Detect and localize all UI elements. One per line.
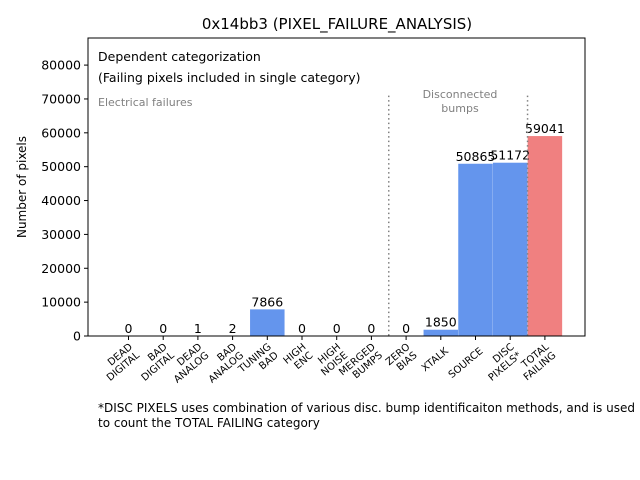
bar-9	[423, 329, 459, 336]
bar-value-label-5: 0	[298, 321, 306, 336]
y-tick-label-6: 60000	[41, 125, 81, 140]
bar-value-label-8: 0	[402, 321, 410, 336]
bar-value-label-0: 0	[125, 321, 133, 336]
y-tick-label-3: 30000	[41, 227, 81, 242]
x-tick-label-0: DEADDIGITAL	[98, 341, 142, 383]
bar-value-label-4: 7866	[251, 294, 283, 309]
annotation-electrical-failures: Electrical failures	[98, 96, 193, 109]
x-tick-label-4: TUNINGBAD	[236, 341, 281, 384]
y-tick-label-1: 10000	[41, 295, 81, 310]
y-tick-label-2: 20000	[41, 261, 81, 276]
annotation-bumps: bumps	[441, 102, 479, 115]
x-tick-label-5: HIGHENC	[282, 342, 316, 375]
annotation-single-category: (Failing pixels included in single categ…	[98, 70, 361, 85]
x-tick-label-2: DEADANALOG	[165, 341, 212, 385]
bar-value-label-3: 2	[229, 321, 237, 336]
bar-value-label-7: 0	[367, 321, 375, 336]
y-tick-label-4: 40000	[41, 193, 81, 208]
x-tick-label-9-line-0: XTALK	[420, 346, 451, 375]
x-tick-label-8: ZEROBIAS	[384, 342, 420, 377]
x-tick-label-10: SOURCE	[447, 346, 486, 381]
x-tick-label-7: MERGEDBUMPS	[337, 341, 385, 386]
bar-value-label-1: 0	[159, 321, 167, 336]
bar-12	[527, 136, 563, 336]
y-tick-label-8: 80000	[41, 58, 81, 73]
footnote: *DISC PIXELS uses combination of various…	[98, 401, 635, 430]
bar-value-label-11: 51172	[490, 148, 530, 163]
bar-value-label-9: 1850	[425, 315, 457, 330]
x-tick-label-10-line-0: SOURCE	[447, 346, 486, 381]
chart-title: 0x14bb3 (PIXEL_FAILURE_ANALYSIS)	[202, 15, 472, 34]
y-tick-label-0: 0	[73, 329, 81, 344]
bar-value-label-12: 59041	[525, 121, 565, 136]
bar-value-label-2: 1	[194, 321, 202, 336]
y-tick-label-5: 50000	[41, 159, 81, 174]
bar-4	[250, 309, 285, 336]
x-tick-label-9: XTALK	[420, 346, 451, 375]
bar-value-label-6: 0	[333, 321, 341, 336]
annotation-dependent: Dependent categorization	[98, 49, 261, 64]
bar-10	[458, 163, 493, 336]
bar-11	[492, 162, 528, 336]
x-tick-label-11: DISCPIXELS*	[480, 342, 524, 384]
y-axis-label: Number of pixels	[15, 136, 29, 238]
annotation-disconnected: Disconnected	[423, 88, 498, 101]
bar-value-label-10: 50865	[456, 149, 496, 164]
y-tick-label-7: 70000	[41, 91, 81, 106]
x-tick-label-1: BADDIGITAL	[133, 341, 177, 383]
x-tick-label-12: TOTALFAILING	[515, 341, 559, 383]
